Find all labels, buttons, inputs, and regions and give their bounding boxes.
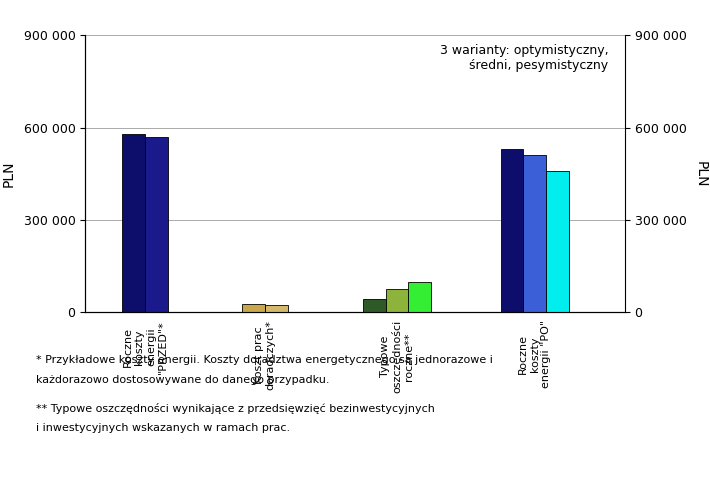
Bar	[386, 289, 408, 312]
Text: * Przykładowe koszty energii. Koszty doradztwa energetycznego są jednorazowe i: * Przykładowe koszty energii. Koszty dor…	[36, 355, 492, 365]
Bar	[122, 134, 145, 312]
Text: ** Typowe oszczędności wynikające z przedsięwzięć bezinwestycyjnych: ** Typowe oszczędności wynikające z prze…	[36, 403, 435, 414]
Y-axis label: PLN: PLN	[693, 161, 707, 187]
Text: każdorazowo dostosowywane do danego przypadku.: każdorazowo dostosowywane do danego przy…	[36, 375, 329, 386]
Bar	[523, 155, 546, 312]
Bar	[363, 298, 386, 312]
Bar	[546, 171, 569, 312]
Text: 3 warianty: optymistyczny,
średni, pesymistyczny: 3 warianty: optymistyczny, średni, pesym…	[440, 44, 608, 72]
Bar	[265, 305, 288, 312]
Bar	[408, 282, 431, 312]
Y-axis label: PLN: PLN	[1, 161, 16, 187]
Text: i inwestycyjnych wskazanych w ramach prac.: i inwestycyjnych wskazanych w ramach pra…	[36, 423, 290, 433]
Bar	[242, 304, 265, 312]
Bar	[501, 149, 523, 312]
Bar	[145, 137, 168, 312]
